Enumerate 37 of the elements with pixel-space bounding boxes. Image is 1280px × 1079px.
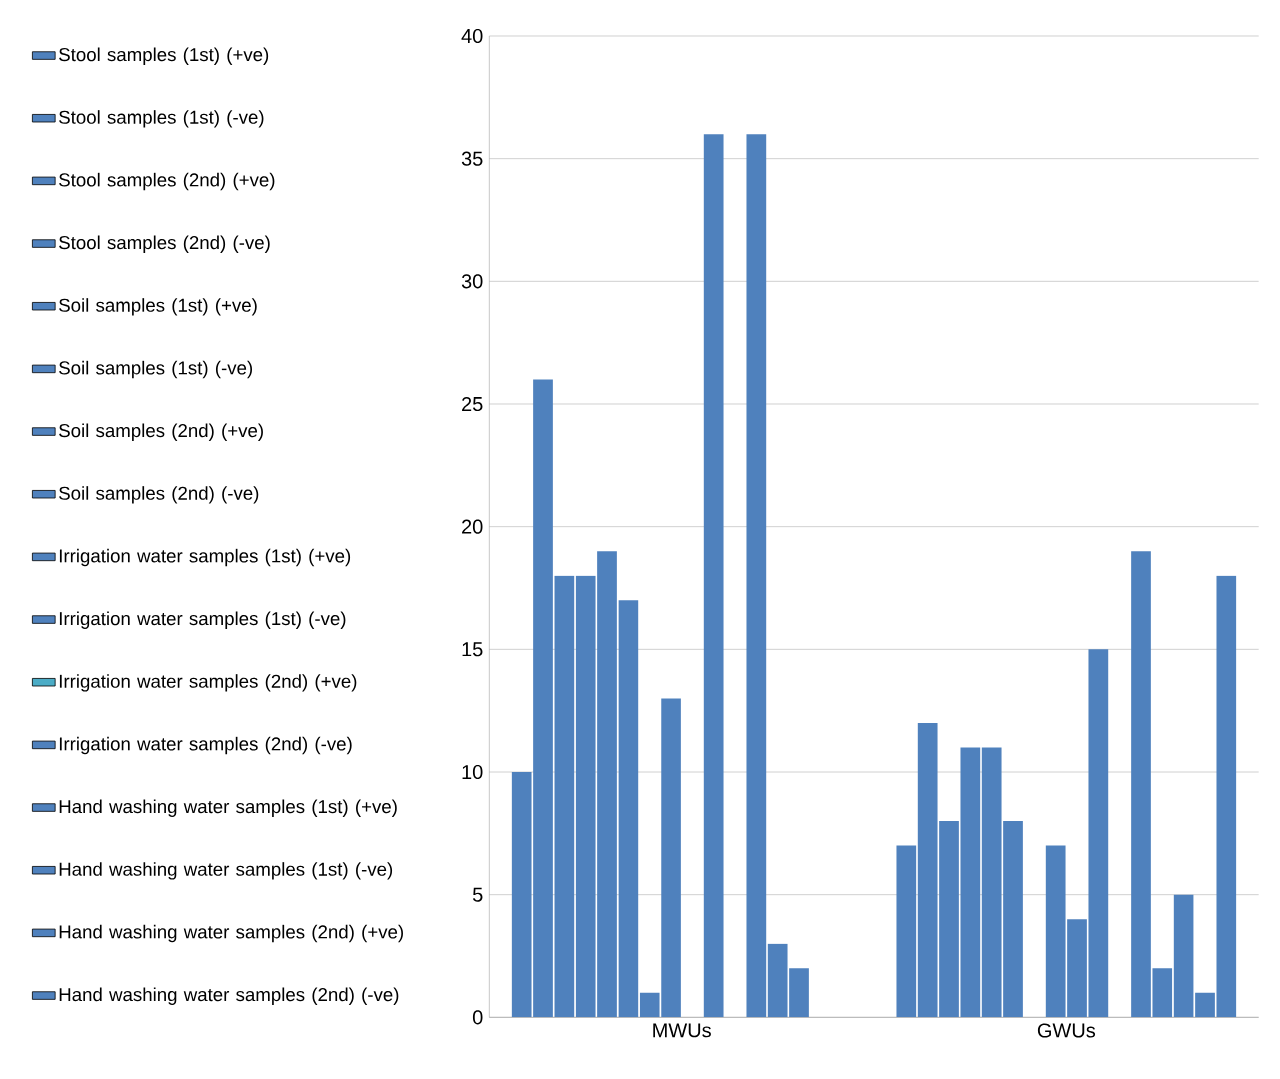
y-tick-label: 40 (461, 29, 483, 44)
y-tick-label: 0 (472, 1010, 483, 1025)
y-tick-label: 5 (472, 887, 483, 902)
legend-label: Soil samples (2nd) (+ve) (59, 423, 263, 442)
bar (746, 134, 767, 1018)
bar (661, 698, 681, 1018)
bar (1152, 968, 1173, 1018)
bar (703, 134, 724, 1018)
bar (618, 600, 639, 1018)
legend-label: Hand washing water samples (2nd) (+ve) (59, 924, 403, 943)
legend-label: Soil samples (1st) (-ve) (59, 360, 253, 379)
y-tick-label: 35 (461, 151, 483, 166)
legend-label: Hand washing water samples (2nd) (-ve) (59, 987, 399, 1006)
y-tick-label: 30 (461, 274, 483, 289)
y-tick-label: 20 (462, 519, 483, 534)
y-tick-label: 15 (462, 642, 483, 657)
legend-label: Irrigation water samples (1st) (+ve) (59, 548, 351, 567)
bar (1131, 551, 1151, 1018)
legend-label: Irrigation water samples (1st) (-ve) (59, 611, 346, 630)
legend-label: Stool samples (2nd) (-ve) (59, 235, 270, 254)
bar (554, 575, 575, 1018)
legend-label: Stool samples (1st) (+ve) (59, 47, 269, 66)
legend-label: Hand washing water samples (1st) (+ve) (59, 799, 397, 818)
bar (1173, 894, 1194, 1018)
x-tick-label: MWUs (653, 1023, 711, 1038)
legend-label: Soil samples (1st) (+ve) (59, 298, 257, 316)
y-tick-label: 25 (462, 397, 483, 412)
legend-label: Soil samples (2nd) (-ve) (59, 486, 259, 504)
legend-label: Hand washing water samples (1st) (-ve) (59, 862, 393, 880)
bar (896, 845, 917, 1018)
legend-label: Irrigation water samples (2nd) (+ve) (59, 674, 357, 692)
legend-label: Irrigation water samples (2nd) (-ve) (59, 736, 352, 755)
y-tick-label: 10 (462, 765, 483, 780)
bar (639, 992, 660, 1018)
x-tick-label: GWUs (1037, 1023, 1096, 1038)
legend-label: Stool samples (2nd) (+ve) (59, 172, 275, 191)
legend-label: Stool samples (1st) (-ve) (59, 110, 264, 128)
